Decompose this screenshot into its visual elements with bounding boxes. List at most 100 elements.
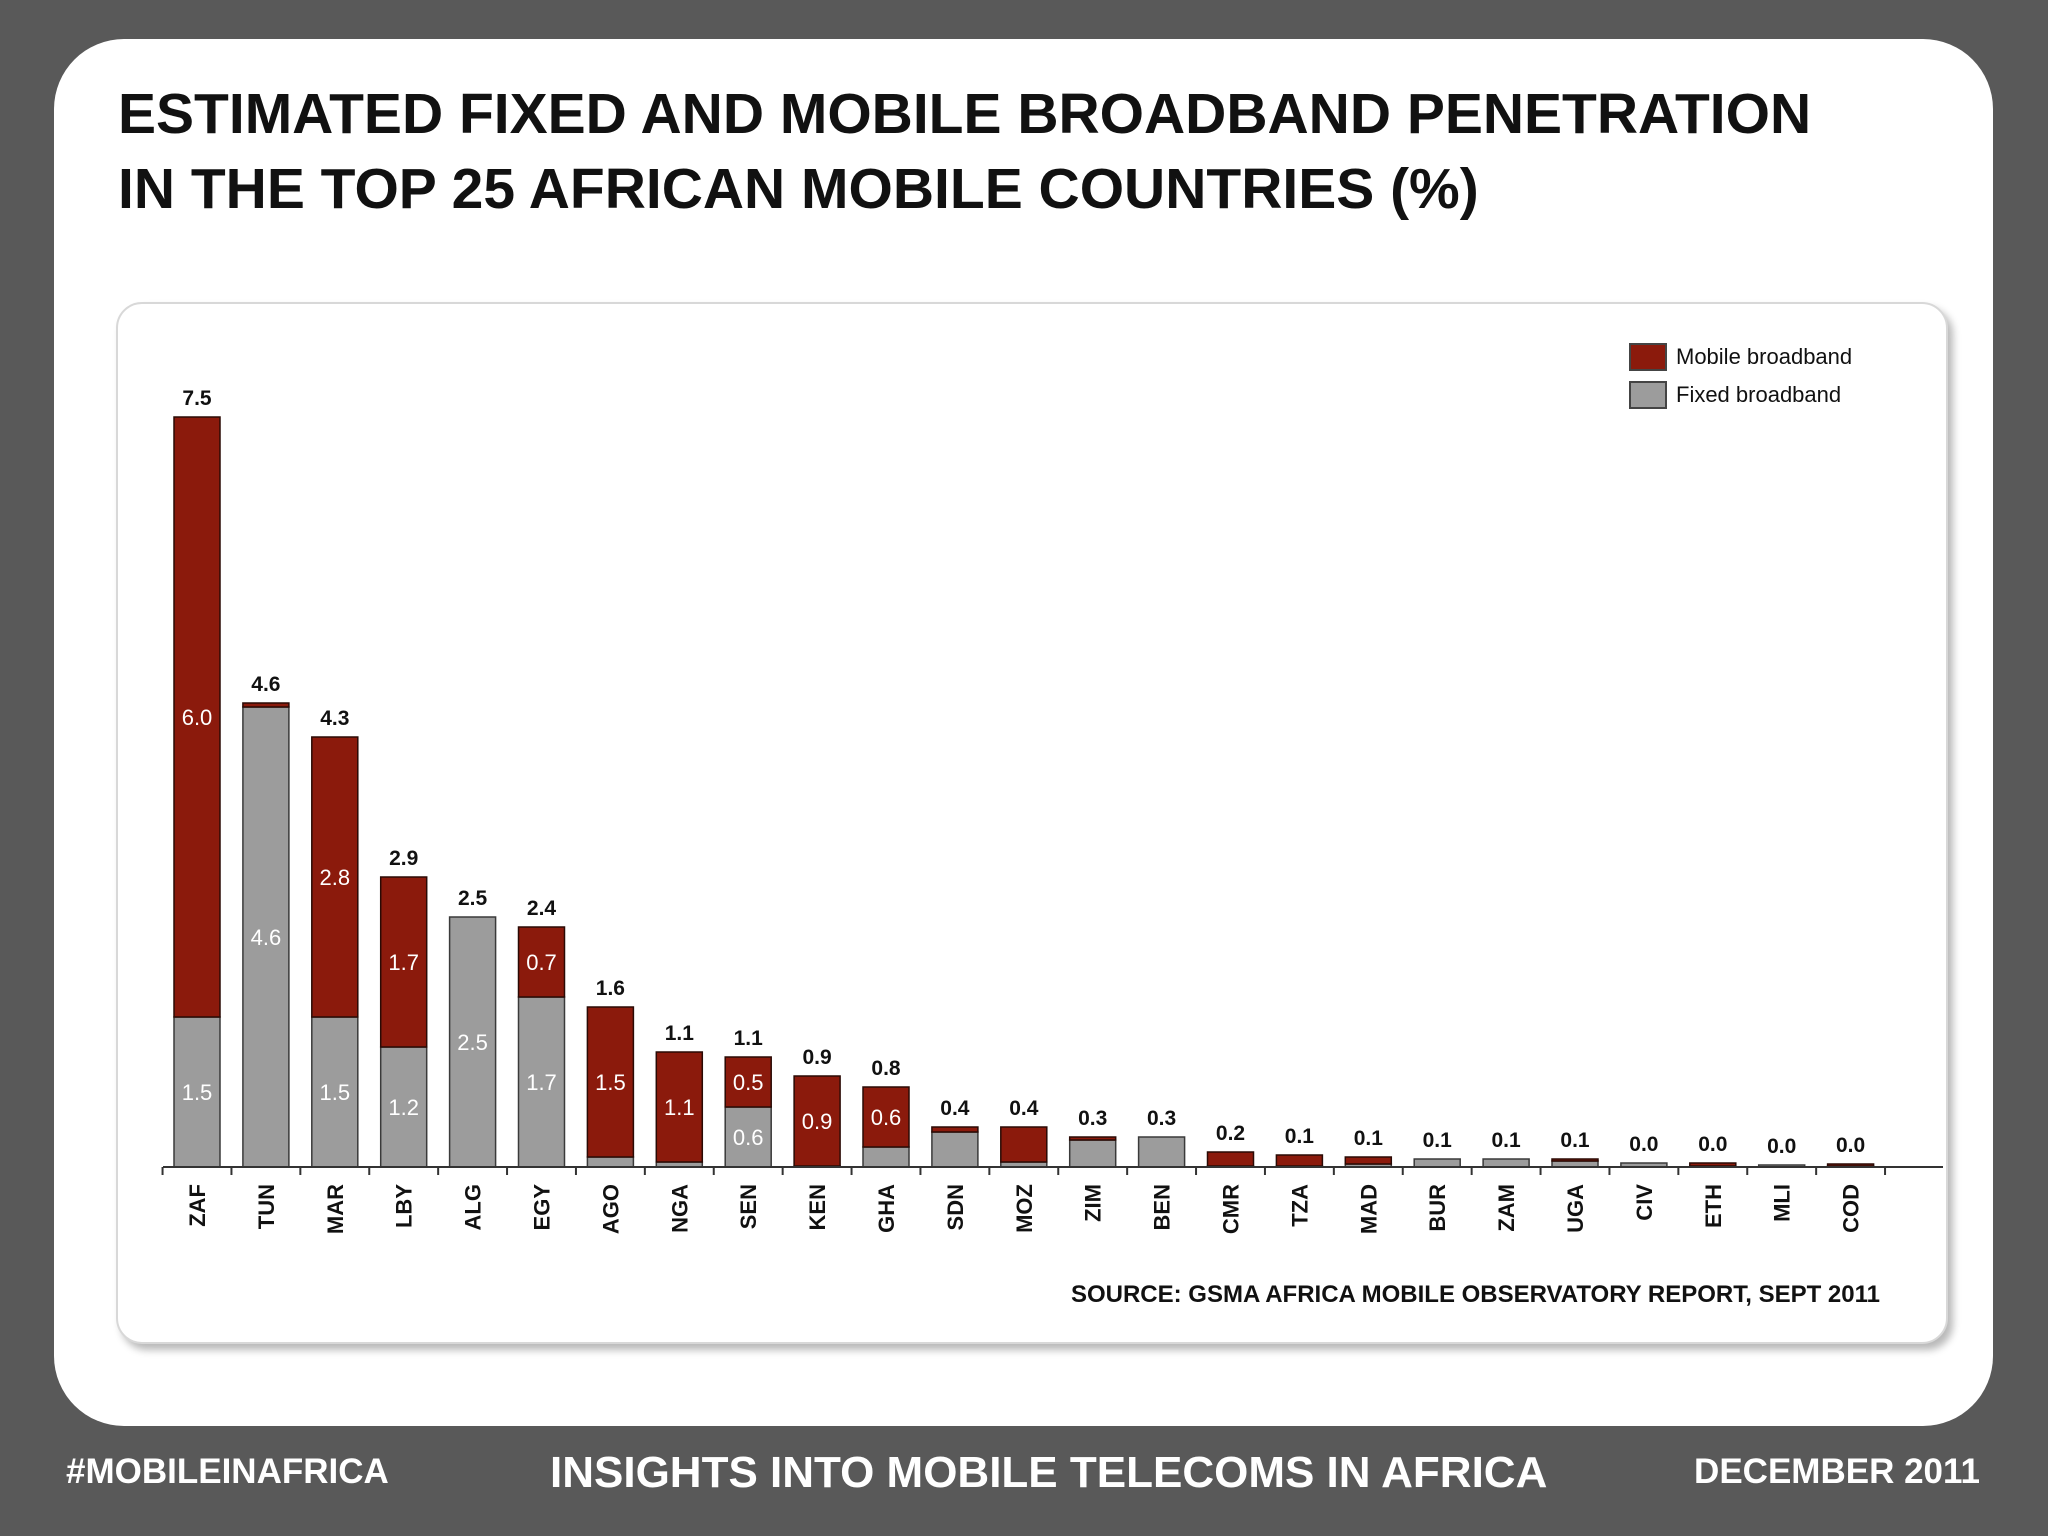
mobile-value-label: 0.9 [802,1109,833,1134]
total-value-label: 2.4 [527,897,557,920]
total-value-label: 0.8 [871,1057,901,1080]
mobile-value-label: 1.5 [595,1070,626,1095]
x-tick-label: TZA [1287,1184,1312,1227]
total-value-label: 0.0 [1698,1133,1727,1156]
fixed-value-label: 0.6 [733,1125,764,1150]
x-tick-label: ETH [1701,1184,1726,1228]
bar-fixed-mar [311,1016,359,1168]
bar-mobile-uga [1551,1158,1599,1162]
bar-mobile-egy [517,926,566,998]
x-tick-label: BEN [1150,1184,1175,1230]
stacked-bar-chart: 1.5 6.0 7.5 ZAF 4.6 4.6 TUN 1.5 2.8 4.3 MAR 1.2 1.7 2… [161,343,1943,1234]
legend-label-fixed: Fixed broadband [1676,382,1841,407]
total-value-label: 0.1 [1491,1129,1521,1152]
bar-mobile-cmr [1206,1151,1255,1167]
x-tick-label: AGO [598,1184,623,1234]
x-tick-label: MOZ [1012,1184,1037,1233]
bar-fixed-zam [1482,1158,1530,1168]
bar-fixed-zaf [173,1016,221,1168]
total-value-label: 0.4 [940,1097,970,1120]
mobile-value-label: 1.1 [664,1095,695,1120]
x-tick-label: LBY [392,1184,417,1228]
x-tick-label: ZAF [185,1184,210,1227]
fixed-value-label: 2.5 [457,1030,488,1055]
title-line-1: ESTIMATED FIXED AND MOBILE BROADBAND PEN… [118,82,1812,146]
total-value-label: 0.3 [1147,1107,1176,1130]
legend-label-mobile: Mobile broadband [1676,344,1852,369]
fixed-value-label: 1.5 [182,1080,213,1105]
bar-mobile-mad [1344,1156,1393,1165]
x-tick-label: CIV [1632,1184,1657,1221]
chart-panel: 1.5 6.0 7.5 ZAF 4.6 4.6 TUN 1.5 2.8 4.3 MAR 1.2 1.7 2… [116,302,1948,1344]
legend-swatch-fixed [1629,381,1667,409]
bar-mobile-tza [1275,1154,1324,1167]
x-tick-label: GHA [874,1184,899,1233]
bar-fixed-gha [862,1146,910,1168]
total-value-label: 0.1 [1560,1129,1590,1152]
title-line-2: IN THE TOP 25 AFRICAN MOBILE COUNTRIES (… [118,157,1479,221]
bar-mobile-zim [1068,1136,1117,1141]
total-value-label: 0.2 [1216,1122,1245,1145]
x-tick-label: ALG [461,1184,486,1230]
total-value-label: 1.1 [734,1027,764,1050]
footer-hashtag: #MOBILEINAFRICA [66,1452,389,1491]
x-tick-label: MLI [1770,1184,1795,1222]
mobile-value-label: 0.6 [871,1105,902,1130]
bar-mobile-lby [379,876,428,1048]
bar-mobile-sen [724,1056,772,1108]
bar-mobile-nga [655,1051,704,1163]
bar-fixed-lby [379,1046,428,1168]
total-value-label: 0.3 [1078,1107,1107,1130]
total-value-label: 0.1 [1423,1129,1453,1152]
bar-mobile-cod [1826,1163,1875,1167]
total-value-label: 2.9 [389,847,418,870]
bar-mobile-ago [586,1006,635,1158]
total-value-label: 2.5 [458,887,488,910]
x-tick-label: MAR [323,1184,348,1234]
fixed-value-label: 1.2 [388,1095,419,1120]
mobile-value-label: 6.0 [182,705,213,730]
x-tick-label: SDN [943,1184,968,1230]
mobile-value-label: 2.8 [320,865,351,890]
total-value-label: 0.0 [1767,1135,1796,1158]
bar-fixed-zim [1068,1139,1117,1168]
bar-mobile-zaf [173,416,221,1018]
bar-fixed-alg [448,916,497,1168]
fixed-value-label: 4.6 [251,925,282,950]
x-tick-label: COD [1839,1184,1864,1233]
bar-fixed-ben [1137,1136,1186,1168]
total-value-label: 0.9 [802,1046,831,1069]
x-tick-label: EGY [530,1184,555,1231]
mobile-value-label: 1.7 [388,950,419,975]
source-note: SOURCE: GSMA AFRICA MOBILE OBSERVATORY R… [1070,1281,1880,1308]
total-value-label: 0.0 [1836,1134,1865,1157]
x-tick-label: TUN [254,1184,279,1229]
bar-mobile-tun [242,702,290,708]
x-tick-label: MAD [1356,1184,1381,1234]
x-tick-label: CMR [1219,1184,1244,1234]
total-value-label: 4.3 [320,707,349,730]
bar-fixed-sdn [931,1131,979,1168]
total-value-label: 1.6 [596,977,625,1000]
bar-mobile-gha [862,1086,910,1148]
total-value-label: 0.0 [1629,1133,1658,1156]
bar-fixed-bur [1413,1158,1461,1168]
x-tick-label: UGA [1563,1184,1588,1233]
x-tick-label: NGA [667,1184,692,1233]
legend-swatch-mobile [1629,343,1667,371]
mobile-value-label: 0.7 [526,950,557,975]
total-value-label: 0.1 [1285,1125,1315,1148]
slide-card: ESTIMATED FIXED AND MOBILE BROADBAND PEN… [54,39,1993,1426]
bar-mobile-sdn [931,1126,979,1133]
total-value-label: 7.5 [182,387,212,410]
x-tick-label: ZIM [1081,1184,1106,1222]
x-tick-label: ZAM [1494,1184,1519,1232]
total-value-label: 0.1 [1354,1127,1384,1150]
total-value-label: 1.1 [665,1022,695,1045]
slide-title: ESTIMATED FIXED AND MOBILE BROADBAND PEN… [118,77,1818,227]
x-tick-label: BUR [1425,1184,1450,1232]
x-tick-label: SEN [736,1184,761,1229]
bar-mobile-moz [1000,1126,1048,1163]
total-value-label: 4.6 [251,673,280,696]
fixed-value-label: 1.5 [320,1080,351,1105]
